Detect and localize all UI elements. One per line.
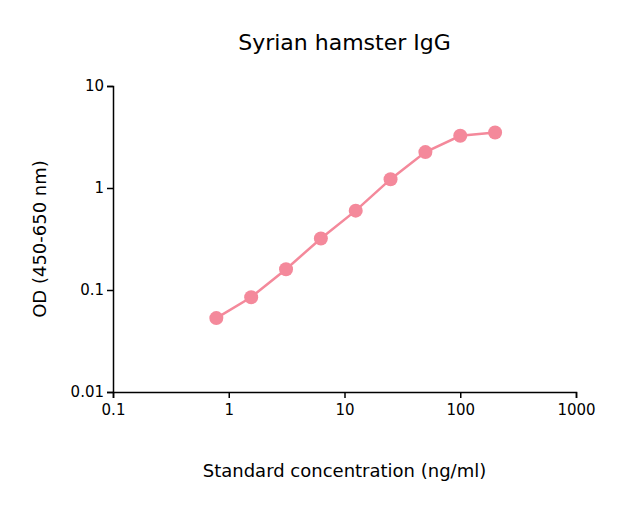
y-axis-title: OD (450-650 nm): [29, 160, 50, 318]
x-tick: 10: [335, 392, 354, 419]
data-point: [488, 126, 502, 140]
x-tick: 100: [446, 392, 475, 419]
y-tick-label: 0.01: [71, 383, 104, 401]
data-point: [418, 145, 432, 159]
x-tick-label: 0.1: [102, 401, 126, 419]
x-tick-label: 100: [446, 401, 475, 419]
data-point: [244, 290, 258, 304]
y-tick-mark: [107, 290, 113, 292]
data-point: [209, 311, 223, 325]
x-tick-label: 1: [224, 401, 234, 419]
y-tick-label: 0.1: [80, 281, 104, 299]
plot-data: [209, 126, 502, 326]
chart-title: Syrian hamster IgG: [238, 30, 451, 55]
y-tick: 0.1: [80, 281, 113, 299]
y-tick-mark: [107, 392, 113, 394]
y-tick: 1: [94, 179, 113, 197]
y-tick: 10: [85, 77, 113, 95]
x-tick-mark: [576, 392, 578, 398]
x-tick: 0.1: [102, 392, 126, 419]
x-tick-mark: [460, 392, 462, 398]
x-tick-mark: [344, 392, 346, 398]
x-tick-label: 1000: [557, 401, 595, 419]
y-tick: 0.01: [71, 383, 113, 401]
x-tick: 1000: [557, 392, 595, 419]
data-point: [384, 172, 398, 186]
x-tick-mark: [229, 392, 231, 398]
chart: 0.111010010000.010.1110Syrian hamster Ig…: [0, 0, 640, 507]
y-tick-mark: [107, 86, 113, 88]
y-axis-line: [107, 87, 114, 393]
x-tick-label: 10: [335, 401, 354, 419]
y-tick-mark: [107, 188, 113, 190]
y-tick-label: 10: [85, 77, 104, 95]
data-line: [216, 133, 495, 319]
data-point: [349, 204, 363, 218]
x-axis-line: [114, 393, 577, 399]
data-point: [279, 262, 293, 276]
y-tick-label: 1: [94, 179, 104, 197]
y-axis: 0.01 0.1 1 10: [71, 77, 114, 401]
x-tick: 1: [224, 392, 234, 419]
data-point: [453, 129, 467, 143]
x-axis-title: Standard concentration (ng/ml): [203, 460, 486, 481]
x-axis: 0.1 1 10 100 1000: [102, 392, 596, 419]
data-point: [314, 231, 328, 245]
